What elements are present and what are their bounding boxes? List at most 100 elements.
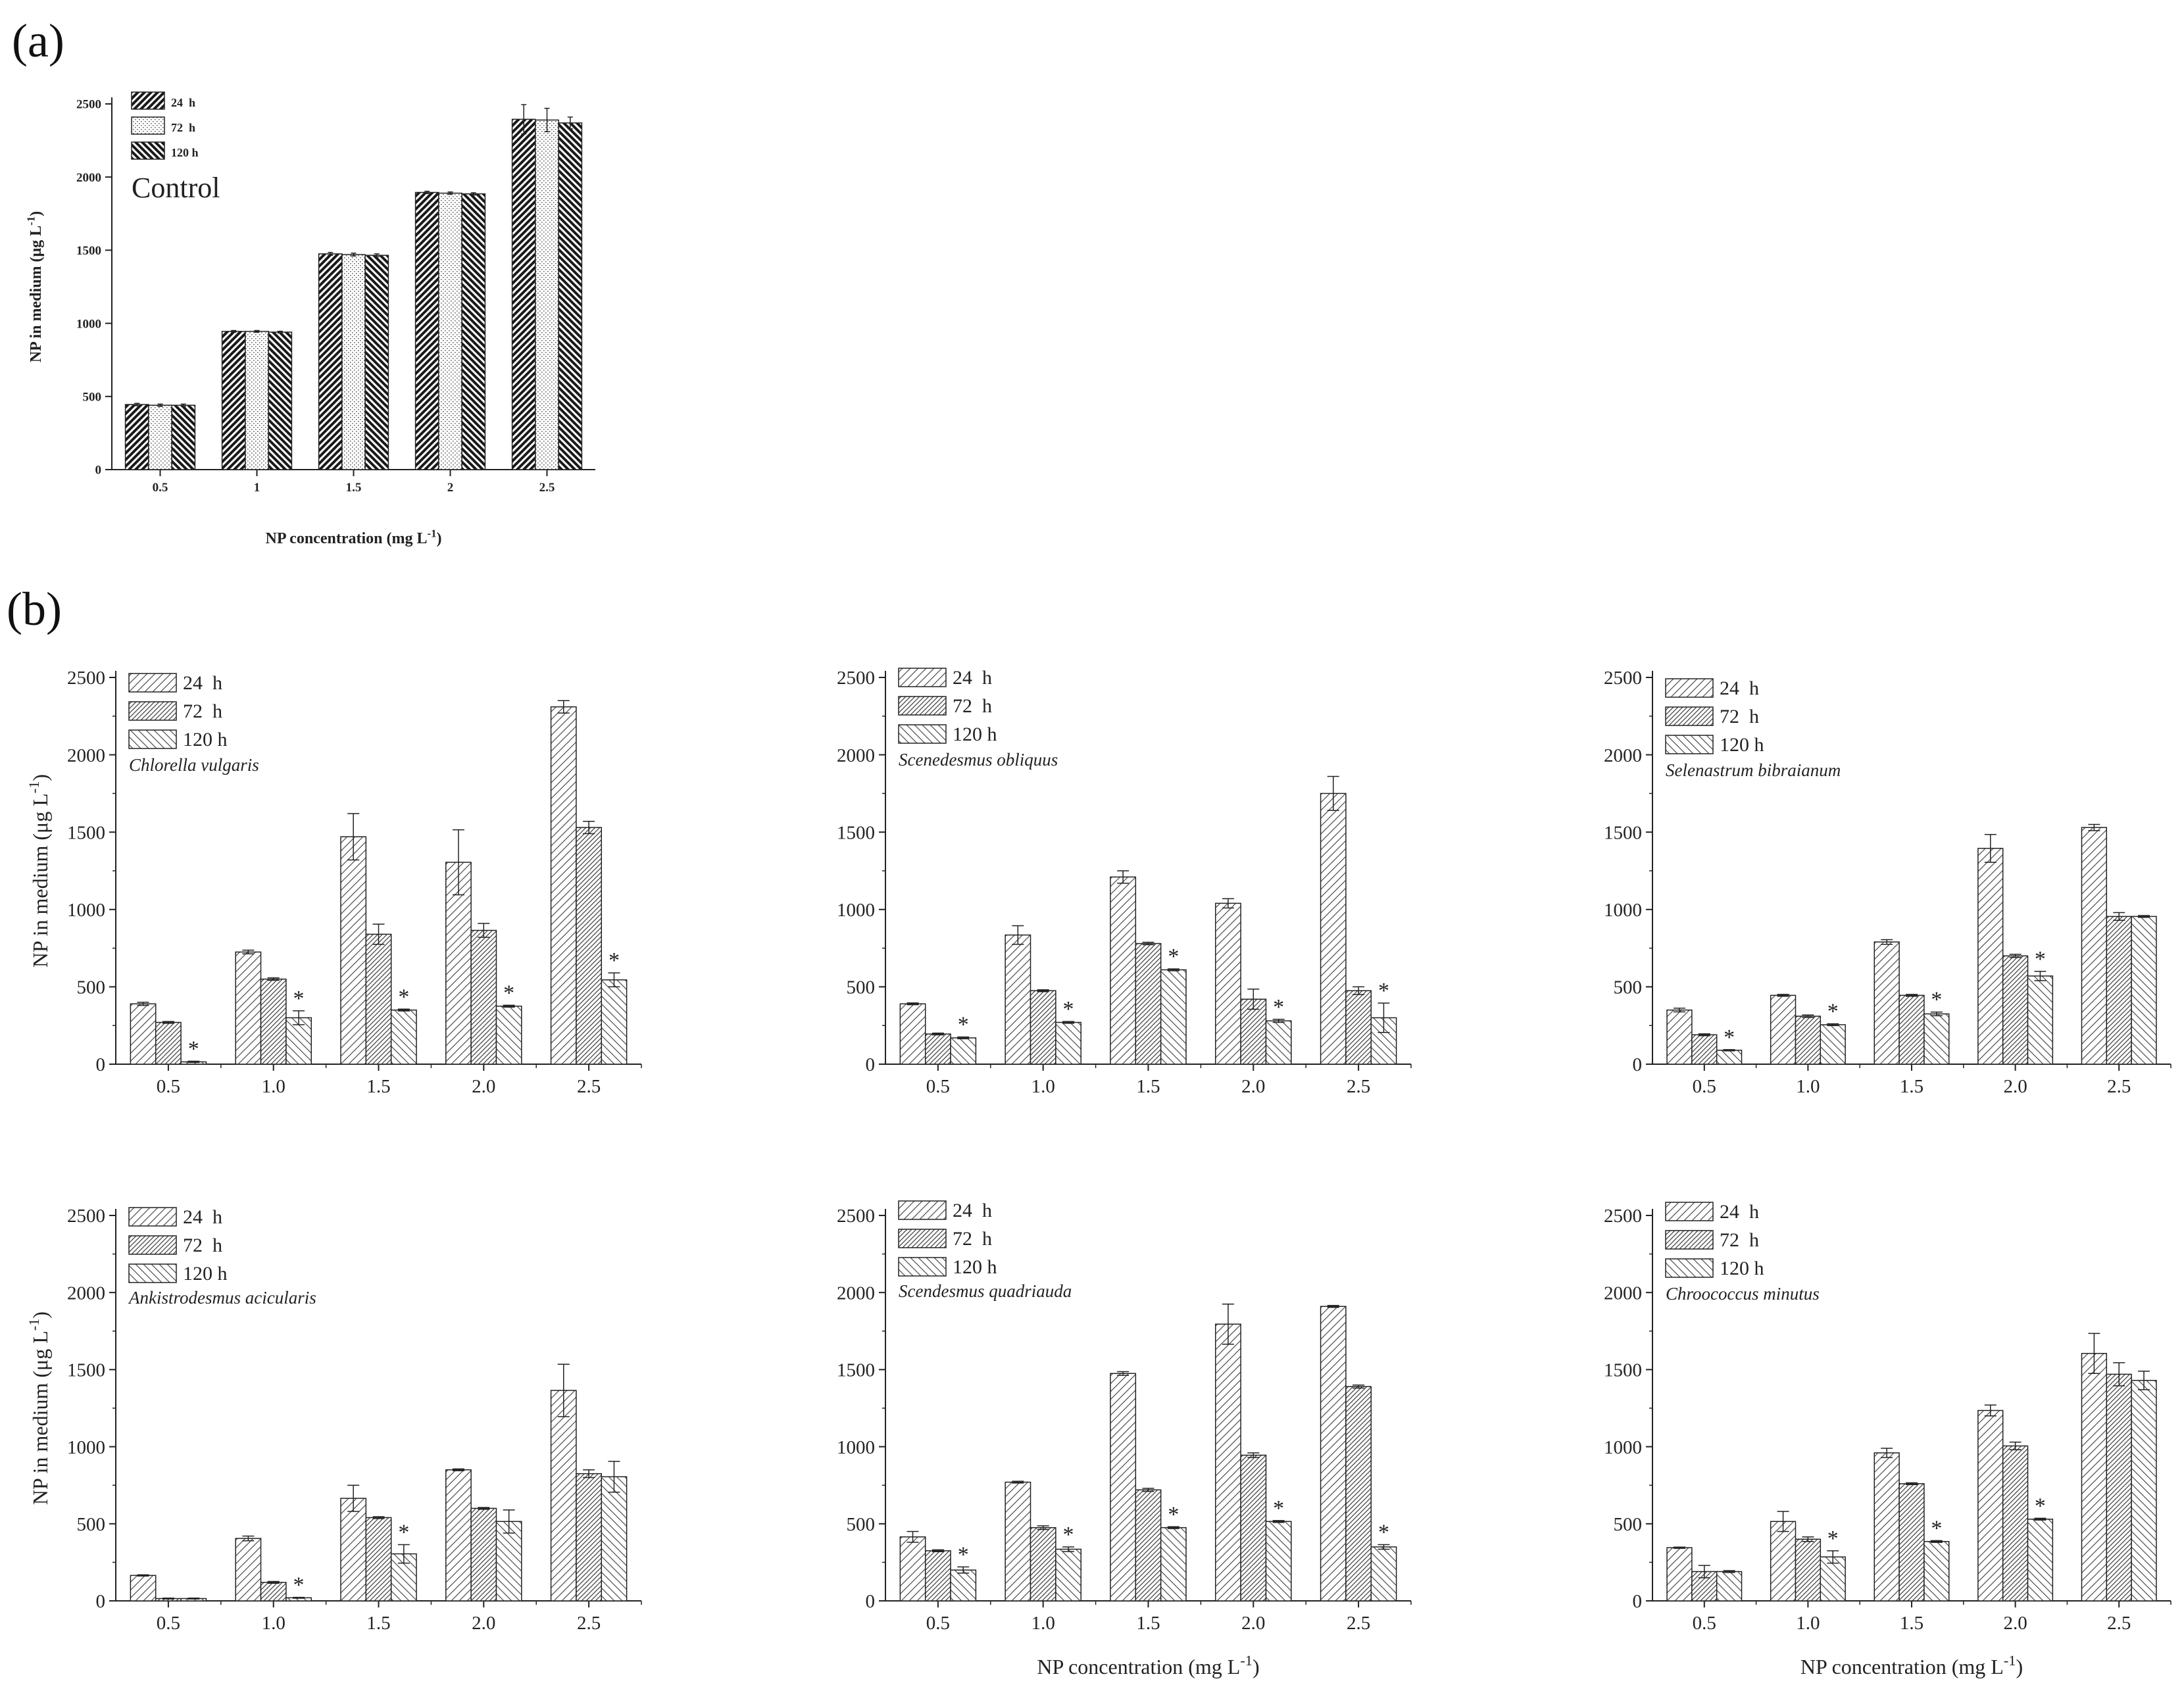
legend-label: 24 h <box>171 96 195 109</box>
x-axis-title-sup: -1 <box>2004 1652 2016 1669</box>
bar <box>1370 1546 1397 1602</box>
x-tick-label: 0.5 <box>1693 1613 1716 1634</box>
significance-mark: * <box>1724 1025 1735 1050</box>
x-tick-label: 1.5 <box>1900 1076 1923 1097</box>
y-tick-label: 0 <box>1633 1591 1643 1612</box>
bar <box>340 836 367 1065</box>
bar <box>438 192 462 470</box>
legend-label: 24 h <box>183 672 222 694</box>
y-tick-label: 2000 <box>67 745 105 766</box>
bar <box>235 951 262 1065</box>
bar <box>899 1003 926 1065</box>
bar <box>1716 1050 1743 1065</box>
y-tick-label: 2000 <box>1604 1283 1642 1304</box>
y-tick-label: 2000 <box>67 1283 105 1304</box>
significance-mark: * <box>1378 979 1389 1003</box>
y-tick-label: 1000 <box>1604 900 1642 921</box>
bar <box>558 122 583 470</box>
bar <box>2027 1519 2054 1602</box>
legend-label: 72 h <box>953 695 992 717</box>
x-tick-label: 1.5 <box>346 481 362 495</box>
y-tick-label: 500 <box>1614 977 1643 998</box>
bar <box>1215 1323 1241 1602</box>
bar <box>1977 1409 2004 1602</box>
y-tick-label: 1000 <box>67 1437 105 1458</box>
bar <box>2002 955 2029 1065</box>
x-tick-label: 1.0 <box>1796 1613 1820 1634</box>
legend-swatch <box>128 1207 177 1227</box>
bar <box>1135 1489 1162 1602</box>
bar <box>1923 1013 1950 1065</box>
y-axis-title-sup: -1 <box>26 1319 42 1331</box>
bar <box>124 404 149 470</box>
bar <box>260 1582 287 1602</box>
y-tick-label: 500 <box>77 1514 106 1535</box>
significance-mark: * <box>958 1013 969 1037</box>
chart-a-control: 0 500 1000 1500 2000 2500 0.5 1 1.5 2 2.5 24 h 72 h 1… <box>24 91 595 547</box>
legend-label: 24 h <box>953 1200 992 1221</box>
bar <box>245 331 269 470</box>
legend-label: 72 h <box>171 121 195 134</box>
y-axis-title-sup: -1 <box>24 216 37 226</box>
bar <box>1716 1571 1743 1602</box>
legend-swatch <box>1665 1230 1714 1250</box>
bar <box>1110 876 1137 1065</box>
bar <box>576 827 603 1065</box>
y-tick-label: 1500 <box>1604 822 1642 843</box>
significance-mark: * <box>1931 1516 1942 1540</box>
significance-mark: * <box>188 1037 199 1062</box>
bar <box>1770 994 1797 1065</box>
y-tick-label: 2500 <box>837 668 875 689</box>
legend-label: 24 h <box>1720 1201 1759 1223</box>
y-tick-label: 1000 <box>67 900 105 921</box>
bar <box>511 118 536 470</box>
legend-swatch <box>128 1235 177 1255</box>
bar <box>1345 990 1372 1065</box>
significance-mark: * <box>398 985 409 1009</box>
bar <box>1899 1483 1925 1602</box>
x-tick-label: 2.0 <box>1241 1613 1265 1634</box>
x-axis-title-close: ) <box>1253 1655 1260 1678</box>
chart-b-4: 0 500 1000 1500 2000 2500 0.5 1.0 * 1.5 * 2.0 2.5 24 … <box>26 1206 642 1634</box>
significance-mark: * <box>608 948 620 973</box>
bar <box>470 929 497 1065</box>
panel-label-b: (b) <box>7 583 62 635</box>
species-name: Ankistrodesmus acicularis <box>128 1288 316 1308</box>
significance-mark: * <box>1827 1000 1839 1024</box>
bar <box>1320 1306 1347 1602</box>
legend-swatch <box>898 1200 947 1220</box>
significance-mark: * <box>1168 944 1179 969</box>
bar <box>1345 1386 1372 1602</box>
y-tick-label: 2000 <box>837 745 875 766</box>
chart-b-1: 0 500 1000 1500 2000 2500 0.5 * 1.0 * 1.5 * 2.0 * 2.5 *… <box>26 668 642 1097</box>
x-tick-label: 2.0 <box>472 1613 495 1634</box>
bar <box>576 1473 603 1602</box>
bar <box>2106 916 2132 1065</box>
legend-swatch <box>1665 678 1714 698</box>
y-tick-label: 1000 <box>837 1437 875 1458</box>
bar <box>155 1021 182 1065</box>
significance-mark: * <box>1063 1523 1074 1547</box>
x-tick-label: 1.5 <box>366 1076 390 1097</box>
bar <box>924 1550 951 1602</box>
y-tick-label: 0 <box>866 1054 876 1075</box>
y-tick-label: 1500 <box>67 822 105 843</box>
significance-mark: * <box>503 981 514 1005</box>
y-tick-label: 0 <box>95 464 102 477</box>
y-tick-label: 500 <box>77 977 106 998</box>
bar <box>535 119 559 470</box>
x-tick-label: 2.5 <box>1347 1076 1370 1097</box>
bar <box>1215 902 1241 1065</box>
y-axis-title-close: ) <box>28 1311 52 1319</box>
legend-swatch <box>898 696 947 716</box>
bar <box>1160 1527 1187 1602</box>
x-tick-label: 0.5 <box>153 481 168 495</box>
legend-label: 24 h <box>183 1206 222 1228</box>
bar <box>171 404 196 470</box>
bar <box>2131 1380 2157 1602</box>
bar <box>1874 1452 1900 1602</box>
legend-swatch <box>898 668 947 687</box>
legend-label: 120 h <box>183 1263 228 1285</box>
legend-swatch <box>131 116 165 135</box>
x-tick-label: 0.5 <box>157 1613 180 1634</box>
